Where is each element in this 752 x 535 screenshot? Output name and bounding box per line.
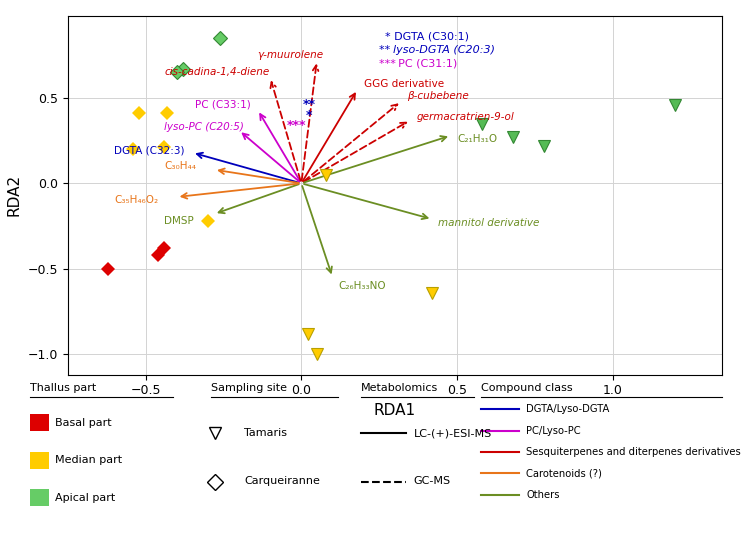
Text: **: ** — [302, 98, 316, 111]
Text: γ-muurolene: γ-muurolene — [258, 50, 324, 60]
Text: C₂₁H₃₁O: C₂₁H₃₁O — [457, 134, 497, 144]
Text: PC (C33:1): PC (C33:1) — [196, 100, 251, 110]
Text: PC/Lyso-PC: PC/Lyso-PC — [526, 426, 581, 435]
X-axis label: RDA1: RDA1 — [374, 403, 416, 418]
Text: C₂₆H₃₃NO: C₂₆H₃₃NO — [338, 281, 387, 291]
Text: Carqueiranne: Carqueiranne — [244, 477, 320, 486]
Text: ***: *** — [287, 119, 306, 132]
Text: DGTA/Lyso-DGTA: DGTA/Lyso-DGTA — [526, 404, 610, 414]
Text: Compound class: Compound class — [481, 383, 573, 393]
Text: germacratrien-9-ol: germacratrien-9-ol — [417, 112, 514, 122]
Text: Basal part: Basal part — [55, 418, 111, 427]
Text: DMSP: DMSP — [164, 216, 194, 226]
Text: cis-cadina-1,4-diene: cis-cadina-1,4-diene — [164, 67, 269, 78]
Text: Apical part: Apical part — [55, 493, 115, 502]
Text: LC-(+)-ESI-MS: LC-(+)-ESI-MS — [414, 429, 492, 438]
Text: Sesquiterpenes and diterpenes derivatives: Sesquiterpenes and diterpenes derivative… — [526, 447, 741, 457]
Text: Median part: Median part — [55, 455, 122, 465]
Text: * DGTA (C30:1): * DGTA (C30:1) — [386, 32, 469, 42]
Text: C₃₅H₄₆O₂: C₃₅H₄₆O₂ — [114, 195, 159, 205]
Y-axis label: RDA2: RDA2 — [7, 174, 22, 216]
Text: **: ** — [379, 45, 394, 55]
Text: β-cubebene: β-cubebene — [408, 91, 469, 101]
Text: mannitol derivative: mannitol derivative — [438, 218, 540, 227]
Text: Thallus part: Thallus part — [30, 383, 96, 393]
Text: Carotenoids (?): Carotenoids (?) — [526, 469, 602, 478]
Text: GGG derivative: GGG derivative — [364, 79, 444, 89]
Text: Metabolomics: Metabolomics — [361, 383, 438, 393]
Text: lyso-DGTA (C20:3): lyso-DGTA (C20:3) — [393, 45, 496, 55]
Text: *: * — [306, 109, 312, 121]
Text: GC-MS: GC-MS — [414, 477, 450, 486]
Text: Sampling site: Sampling site — [211, 383, 287, 393]
Text: Others: Others — [526, 490, 560, 500]
Text: C₃₀H₄₄: C₃₀H₄₄ — [164, 161, 196, 171]
Text: lyso-PC (C20:5): lyso-PC (C20:5) — [164, 122, 244, 132]
Text: Tamaris: Tamaris — [244, 429, 287, 438]
Text: DGTA (C32:3): DGTA (C32:3) — [114, 146, 185, 156]
Text: *** PC (C31:1): *** PC (C31:1) — [379, 59, 457, 69]
